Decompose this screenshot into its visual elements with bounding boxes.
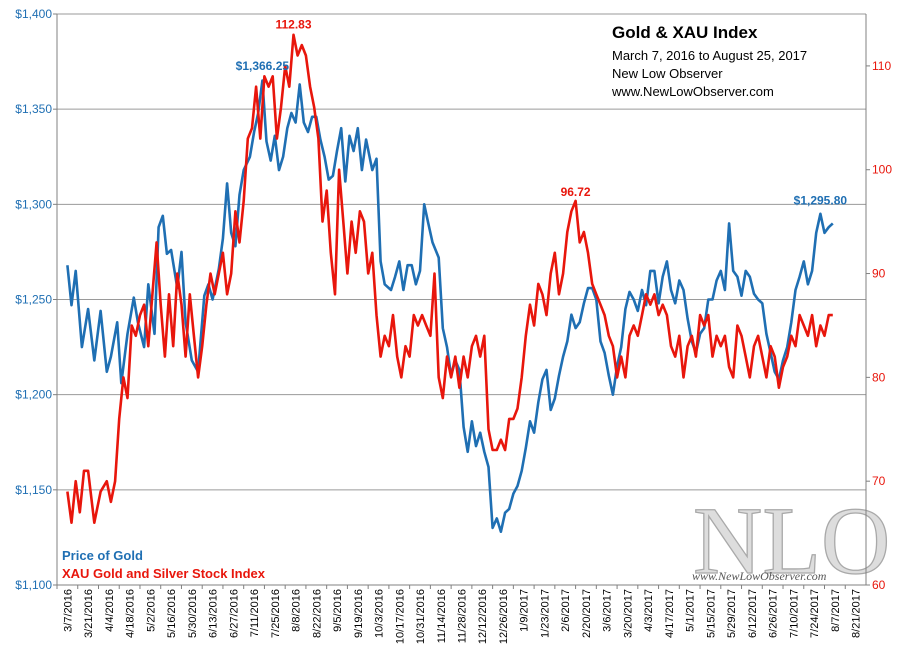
annotation-label: 112.83	[275, 18, 311, 32]
title-block: Gold & XAU Index March 7, 2016 to August…	[611, 23, 807, 99]
series	[66, 33, 834, 534]
x-tick-label: 5/1/2017	[685, 589, 697, 632]
right-tick-label: 80	[872, 370, 886, 384]
right-tick-label: 70	[872, 474, 886, 488]
left-tick-label: $1,350	[15, 102, 52, 116]
x-tick-label: 5/15/2017	[705, 589, 717, 638]
x-tick-label: 3/20/2017	[622, 589, 634, 638]
x-tick-label: 6/26/2017	[768, 589, 780, 638]
annotation-label: $1,366.25	[236, 59, 290, 73]
annotation-label: $1,295.80	[794, 193, 848, 207]
chart-title: Gold & XAU Index	[612, 23, 758, 42]
xau-index-line	[66, 33, 833, 525]
chart-subtitle-url: www.NewLowObserver.com	[611, 84, 774, 99]
watermark-logo: NLO	[693, 487, 890, 594]
x-tick-label: 4/17/2017	[664, 589, 676, 638]
x-tick-label: 7/10/2017	[788, 589, 800, 638]
x-tick-label: 5/30/2016	[187, 589, 199, 638]
x-tick-label: 10/3/2016	[374, 589, 386, 638]
left-tick-label: $1,250	[15, 293, 52, 307]
annotations: $1,366.25 112.83 96.72 $1,295.80	[236, 18, 848, 208]
x-tick-label: 8/21/2017	[851, 589, 863, 638]
x-tick-label: 6/27/2016	[228, 589, 240, 638]
right-tick-label: 100	[872, 163, 892, 177]
right-tick-label: 60	[872, 578, 886, 592]
x-tick-label: 4/3/2017	[643, 589, 655, 632]
x-tick-label: 8/8/2016	[291, 589, 303, 632]
x-tick-label: 10/17/2016	[394, 589, 406, 644]
legend-xau: XAU Gold and Silver Stock Index	[62, 566, 266, 581]
x-tick-label: 12/26/2016	[498, 589, 510, 644]
x-tick-label: 1/23/2017	[539, 589, 551, 638]
left-tick-label: $1,400	[15, 7, 52, 21]
legend-gold: Price of Gold	[62, 548, 143, 563]
x-tick-label: 8/7/2017	[830, 589, 842, 632]
x-tick-label: 5/29/2017	[726, 589, 738, 638]
left-tick-label: $1,300	[15, 197, 52, 211]
x-tick-label: 7/24/2017	[809, 589, 821, 638]
x-tick-label: 3/6/2017	[602, 589, 614, 632]
axes: $1,100 $1,150 $1,200 $1,250 $1,300 $1,350 $1,4…	[15, 7, 892, 644]
left-tick-label: $1,200	[15, 388, 52, 402]
nlo-watermark: NLO www.NewLowObserver.com	[692, 486, 891, 594]
x-tick-label: 1/9/2017	[519, 589, 531, 632]
x-tick-label: 11/14/2016	[436, 589, 448, 643]
left-tick-label: $1,100	[15, 578, 52, 592]
chart-subtitle-source: New Low Observer	[612, 66, 723, 81]
x-tick-label: 3/21/2016	[83, 589, 95, 638]
x-tick-label: 8/22/2016	[311, 589, 323, 638]
x-tick-label: 3/7/2016	[62, 589, 74, 632]
x-tick-label: 2/20/2017	[581, 589, 593, 638]
x-tick-label: 7/11/2016	[249, 589, 261, 637]
x-tick-label: 12/12/2016	[477, 589, 489, 644]
x-tick-label: 5/2/2016	[145, 589, 157, 632]
right-tick-label: 110	[872, 59, 891, 73]
x-tick-label: 9/19/2016	[353, 589, 365, 638]
right-tick-label: 90	[872, 267, 886, 281]
x-tick-label: 5/16/2016	[166, 589, 178, 638]
chart-subtitle-dates: March 7, 2016 to August 25, 2017	[612, 48, 807, 63]
x-tick-label: 6/12/2017	[747, 589, 759, 638]
x-tick-label: 4/4/2016	[104, 589, 116, 632]
x-tick-label: 9/5/2016	[332, 589, 344, 632]
x-tick-label: 6/13/2016	[208, 589, 220, 638]
x-tick-label: 11/28/2016	[457, 589, 469, 643]
watermark-url: www.NewLowObserver.com	[692, 569, 827, 583]
x-tick-label: 2/6/2017	[560, 589, 572, 632]
legend: Price of Gold XAU Gold and Silver Stock …	[62, 548, 266, 581]
x-tick-label: 4/18/2016	[125, 589, 137, 638]
x-tick-label: 7/25/2016	[270, 589, 282, 638]
left-tick-label: $1,150	[15, 483, 52, 497]
annotation-label: 96.72	[561, 185, 591, 199]
x-tick-label: 10/31/2016	[415, 589, 427, 644]
